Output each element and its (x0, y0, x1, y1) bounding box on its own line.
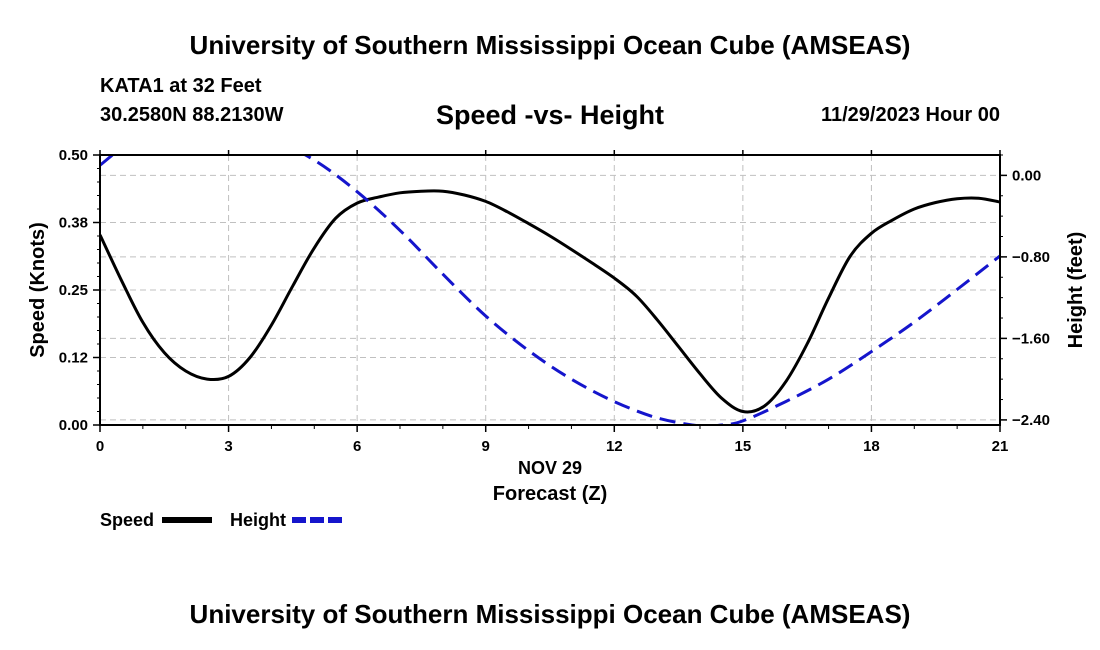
station-coordinates: 30.2580N 88.2130W (100, 104, 284, 126)
y-left-tick-label: 0.12 (59, 350, 88, 367)
y-left-tick-label: 0.00 (59, 417, 88, 434)
x-axis-date-label: NOV 29 (518, 458, 582, 478)
footer-title: University of Southern Mississippi Ocean… (189, 599, 911, 629)
y-left-tick-label: 0.38 (59, 215, 88, 232)
station-label: KATA1 at 32 Feet (100, 75, 262, 97)
chart-title: Speed -vs- Height (435, 100, 665, 130)
x-tick-label: 21 (992, 438, 1009, 455)
series-line-height (100, 155, 1000, 425)
y-axis-left-label: Speed (Knots) (27, 222, 49, 358)
main-title: University of Southern Mississippi Ocean… (189, 30, 911, 60)
grid-layer (100, 155, 1000, 425)
series-line-speed (100, 189, 1000, 414)
axis-layer: 0 3 6 9 12 15 18 21 0.00 0.12 0.25 0.38 0.50 0.00 −0.8… (59, 147, 1050, 455)
series-layer (100, 155, 1000, 425)
x-tick-label: 0 (96, 438, 104, 455)
x-axis-label: Forecast (Z) (493, 483, 607, 505)
y-right-tick-label: −2.40 (1012, 412, 1050, 429)
legend-speed-label: Speed (100, 510, 155, 530)
y-left-tick-label: 0.25 (59, 282, 88, 299)
x-tick-label: 3 (224, 438, 232, 455)
y-right-tick-label: −0.80 (1012, 249, 1050, 266)
x-tick-label: 18 (863, 438, 880, 455)
x-tick-label: 15 (735, 438, 752, 455)
forecast-datetime: 11/29/2023 Hour 00 (820, 104, 1000, 126)
y-right-tick-label: −1.60 (1012, 330, 1050, 347)
y-right-tick-label: 0.00 (1012, 167, 1041, 184)
x-tick-label: 6 (353, 438, 361, 455)
y-left-tick-label: 0.50 (59, 147, 88, 164)
x-tick-label: 9 (482, 438, 490, 455)
y-axis-right-label: Height (feet) (1065, 232, 1087, 349)
legend-height-label: Height (230, 510, 286, 530)
x-tick-label: 12 (606, 438, 623, 455)
